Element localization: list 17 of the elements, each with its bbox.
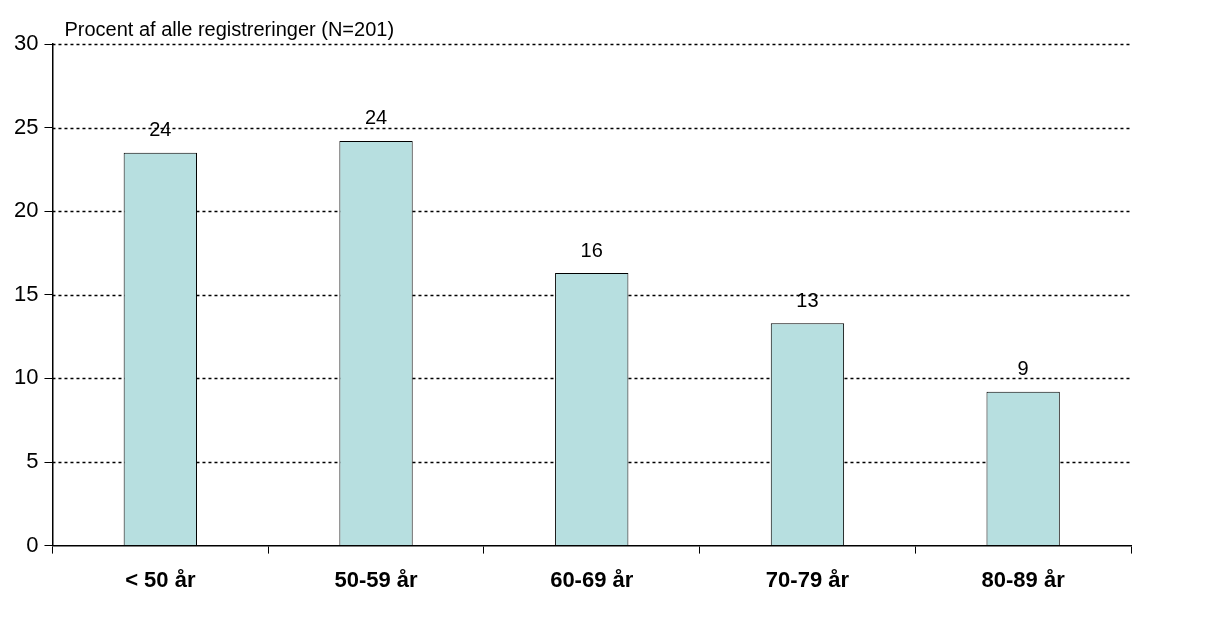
x-tick-label: 80-89 år [981, 566, 1066, 592]
y-tick-label: 0 [26, 531, 39, 557]
data-label: 16 [580, 238, 603, 261]
x-tick-label: 60-69 år [550, 566, 634, 592]
data-label: 24 [364, 106, 388, 129]
y-tick-label: 25 [13, 113, 39, 139]
data-label: 9 [1017, 357, 1029, 380]
y-tick-label: 10 [13, 364, 39, 390]
x-tick-label: 70-79 år [765, 566, 850, 592]
y-tick-label: 20 [13, 197, 39, 223]
x-tick-label: < 50 år [125, 566, 196, 592]
data-label: 24 [149, 118, 172, 141]
y-tick-label: 5 [26, 448, 39, 474]
x-tick-label: 50-59 år [334, 566, 419, 592]
y-axis-title: Procent af alle registreringer (N=201) [64, 17, 395, 40]
y-tick-label: 30 [13, 30, 39, 56]
y-tick-label: 15 [13, 280, 39, 306]
